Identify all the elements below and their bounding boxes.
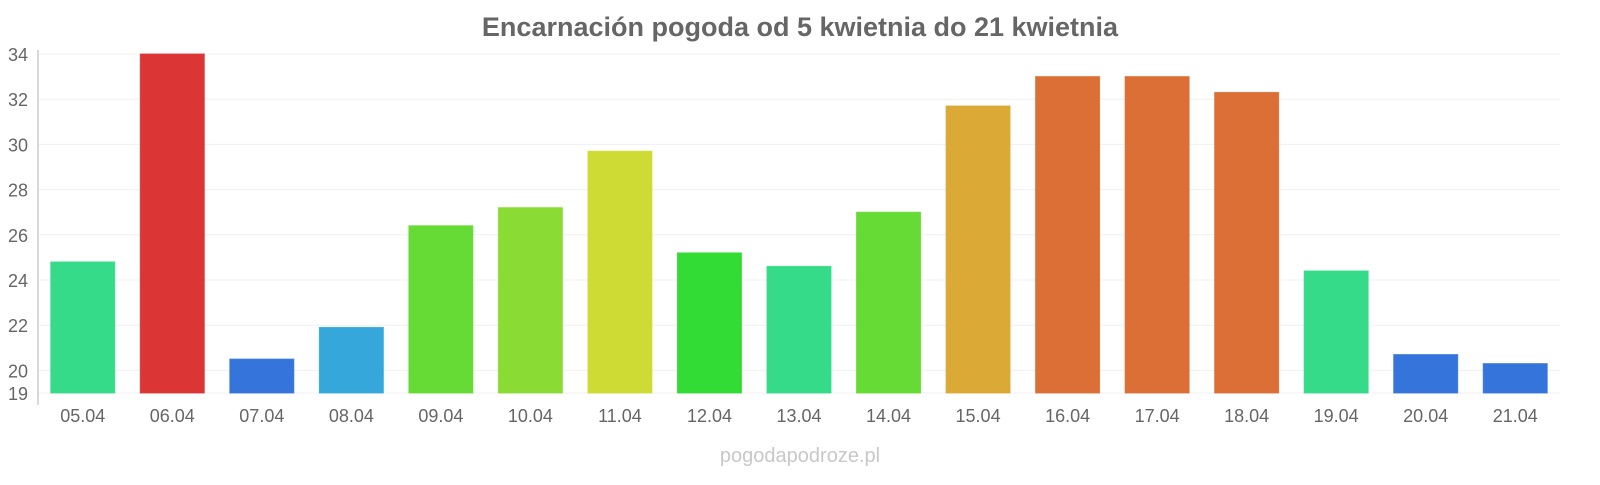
- bar-12.04[interactable]: [676, 252, 742, 394]
- x-tick-label: 20.04: [1403, 406, 1448, 426]
- y-tick-label: 30: [8, 135, 28, 155]
- y-tick-label: 32: [8, 90, 28, 110]
- bar-08.04[interactable]: [318, 326, 384, 394]
- bar-15.04[interactable]: [945, 105, 1011, 394]
- x-tick-label: 08.04: [329, 406, 374, 426]
- x-tick-label: 06.04: [150, 406, 195, 426]
- x-tick-label: 05.04: [60, 406, 105, 426]
- y-tick-label: 22: [8, 316, 28, 336]
- x-tick-label: 17.04: [1135, 406, 1180, 426]
- bar-09.04[interactable]: [408, 225, 474, 394]
- bar-05.04[interactable]: [50, 261, 116, 394]
- bar-13.04[interactable]: [766, 265, 832, 394]
- x-tick-label: 21.04: [1493, 406, 1538, 426]
- x-tick-label: 07.04: [239, 406, 284, 426]
- watermark: pogodapodroze.pl: [720, 445, 880, 467]
- x-tick-label: 13.04: [776, 406, 821, 426]
- x-tick-label: 14.04: [866, 406, 911, 426]
- bar-07.04[interactable]: [229, 358, 295, 394]
- x-tick-label: 18.04: [1224, 406, 1269, 426]
- chart-title: Encarnación pogoda od 5 kwietnia do 21 k…: [482, 12, 1119, 42]
- x-tick-label: 19.04: [1314, 406, 1359, 426]
- x-tick-label: 10.04: [508, 406, 553, 426]
- x-tick-label: 09.04: [418, 406, 463, 426]
- y-tick-label: 34: [8, 45, 28, 65]
- y-tick-label: 24: [8, 271, 28, 291]
- bar-19.04[interactable]: [1303, 270, 1369, 394]
- y-tick-label: 26: [8, 226, 28, 246]
- bar-16.04[interactable]: [1035, 76, 1101, 394]
- y-tick-label: 28: [8, 181, 28, 201]
- bar-06.04[interactable]: [139, 53, 205, 394]
- x-tick-label: 12.04: [687, 406, 732, 426]
- bar-10.04[interactable]: [497, 207, 563, 394]
- bar-21.04[interactable]: [1482, 363, 1548, 394]
- y-tick-label: 20: [8, 361, 28, 381]
- bar-11.04[interactable]: [587, 150, 653, 394]
- y-tick-label: 19: [8, 384, 28, 404]
- x-tick-label: 11.04: [598, 406, 642, 426]
- bar-18.04[interactable]: [1214, 91, 1280, 394]
- bar-20.04[interactable]: [1393, 354, 1459, 394]
- x-tick-label: 16.04: [1045, 406, 1090, 426]
- bar-17.04[interactable]: [1124, 76, 1190, 394]
- x-tick-label: 15.04: [956, 406, 1001, 426]
- bar-14.04[interactable]: [856, 211, 922, 394]
